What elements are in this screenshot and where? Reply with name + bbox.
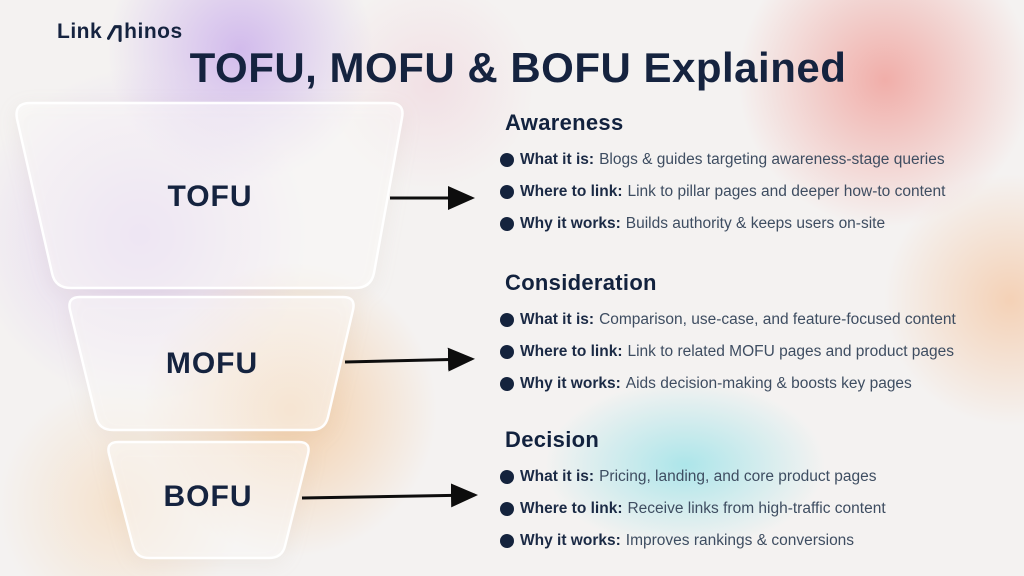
bullet-text: Improves rankings & conversions bbox=[625, 532, 855, 549]
brand-logo: Link hinos bbox=[57, 20, 183, 44]
funnel-stage-mofu-shape bbox=[68, 295, 355, 432]
bullet-where-to-link: Where to link: Receive links from high-t… bbox=[500, 498, 1020, 520]
bullet-dot-icon bbox=[500, 217, 514, 231]
bullet-text: Link to related MOFU pages and product p… bbox=[627, 343, 955, 360]
bullet-label: Why it works: bbox=[520, 532, 621, 549]
bullet-what-it-is: What it is: Comparison, use-case, and fe… bbox=[500, 309, 1020, 331]
bullet-dot-icon bbox=[500, 470, 514, 484]
bullet-why-it-works: Why it works: Aids decision-making & boo… bbox=[500, 373, 1020, 395]
bullet-text: Link to pillar pages and deeper how-to c… bbox=[627, 183, 946, 200]
section-decision: Decision What it is: Pricing, landing, a… bbox=[500, 427, 1020, 562]
funnel-label-mofu: MOFU bbox=[165, 347, 259, 380]
bullet-label: What it is: bbox=[520, 151, 595, 168]
section-heading-decision: Decision bbox=[505, 427, 600, 452]
bullet-where-to-link: Where to link: Link to related MOFU page… bbox=[500, 341, 1020, 363]
brand-logo-text-prefix: Link bbox=[57, 20, 103, 43]
bullet-label: Where to link: bbox=[520, 183, 623, 200]
bullet-label: Why it works: bbox=[520, 375, 621, 392]
funnel-stage-tofu-shape bbox=[15, 101, 404, 290]
bullet-label: Where to link: bbox=[520, 500, 623, 517]
section-awareness: Awareness What it is: Blogs & guides tar… bbox=[500, 110, 1020, 245]
funnel-label-bofu: BOFU bbox=[163, 480, 253, 513]
page-title: TOFU, MOFU & BOFU Explained bbox=[189, 44, 847, 91]
bullet-dot-icon bbox=[500, 185, 514, 199]
bullet-dot-icon bbox=[500, 313, 514, 327]
bullet-dot-icon bbox=[500, 502, 514, 516]
bullet-label: Why it works: bbox=[520, 215, 621, 232]
bullet-text: Receive links from high-traffic content bbox=[627, 500, 886, 517]
bullet-what-it-is: What it is: Pricing, landing, and core p… bbox=[500, 466, 1020, 488]
bullet-dot-icon bbox=[500, 534, 514, 548]
bullet-dot-icon bbox=[500, 153, 514, 167]
bullet-text: Pricing, landing, and core product pages bbox=[599, 468, 877, 485]
rhino-horn-r-icon bbox=[107, 22, 123, 43]
brand-logo-text-suffix: hinos bbox=[124, 20, 183, 43]
bullet-label: What it is: bbox=[520, 468, 595, 485]
arrow-mofu-to-consideration bbox=[344, 347, 475, 372]
section-consideration: Consideration What it is: Comparison, us… bbox=[500, 270, 1020, 405]
bullet-text: Builds authority & keeps users on-site bbox=[625, 215, 886, 232]
arrow-bofu-to-decision bbox=[301, 483, 478, 508]
bullet-label: Where to link: bbox=[520, 343, 623, 360]
section-heading-awareness: Awareness bbox=[505, 110, 624, 135]
section-heading-consideration: Consideration bbox=[505, 270, 657, 295]
bullet-why-it-works: Why it works: Improves rankings & conver… bbox=[500, 530, 1020, 552]
bullet-label: What it is: bbox=[520, 311, 595, 328]
bullet-text: Comparison, use-case, and feature-focuse… bbox=[599, 311, 956, 328]
bullet-why-it-works: Why it works: Builds authority & keeps u… bbox=[500, 213, 1020, 235]
bullet-dot-icon bbox=[500, 345, 514, 359]
bullet-text: Blogs & guides targeting awareness-stage… bbox=[599, 151, 945, 168]
funnel-label-tofu: TOFU bbox=[167, 180, 253, 213]
bullet-what-it-is: What it is: Blogs & guides targeting awa… bbox=[500, 149, 1020, 171]
bullet-text: Aids decision-making & boosts key pages bbox=[625, 375, 912, 392]
funnel-stage-bofu-shape bbox=[107, 440, 310, 560]
bullet-where-to-link: Where to link: Link to pillar pages and … bbox=[500, 181, 1020, 203]
bullet-dot-icon bbox=[500, 377, 514, 391]
